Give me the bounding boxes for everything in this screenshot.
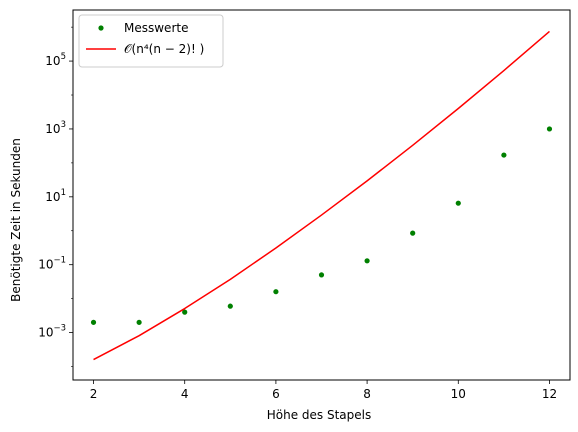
data-point-messwerte (364, 258, 370, 264)
y-tick-label: 105 (45, 52, 66, 68)
y-tick-label: 10−1 (38, 256, 66, 272)
legend-label-complexity: 𝒪(n⁴(n − 2)! ) (124, 42, 204, 56)
legend-marker-messwerte (98, 25, 104, 31)
y-tick-label: 10−3 (38, 324, 66, 340)
x-tick-label: 6 (272, 387, 280, 401)
axes-frame (72, 9, 571, 381)
data-point-messwerte (182, 309, 188, 315)
data-point-messwerte (273, 289, 279, 295)
x-tick-label: 2 (90, 387, 98, 401)
legend-box (78, 14, 224, 68)
data-point-messwerte (501, 152, 507, 158)
data-point-messwerte (410, 230, 416, 236)
y-tick-label: 103 (45, 120, 66, 136)
y-tick-label: 101 (45, 188, 66, 204)
data-point-messwerte (455, 200, 461, 206)
x-tick-label: 4 (181, 387, 189, 401)
data-point-messwerte (227, 303, 233, 309)
legend: Messwerte 𝒪(n⁴(n − 2)! ) (78, 14, 224, 68)
legend-label-messwerte: Messwerte (124, 21, 188, 35)
x-tick-label: 8 (363, 387, 371, 401)
axes: 2 4 6 8 10 12 10−3 10−1 101 103 105 (38, 9, 571, 401)
data-point-messwerte (318, 272, 325, 278)
y-axis-label: Benötigte Zeit in Sekunden (9, 138, 23, 302)
data-point-messwerte (546, 126, 553, 132)
x-axis-label: Höhe des Stapels (267, 408, 372, 422)
x-tick-label: 10 (451, 387, 466, 401)
data-point-messwerte (90, 319, 97, 325)
plot-area (90, 30, 553, 361)
x-tick-label: 12 (542, 387, 557, 401)
data-point-messwerte (136, 319, 142, 325)
series-line-complexity (93, 30, 550, 361)
